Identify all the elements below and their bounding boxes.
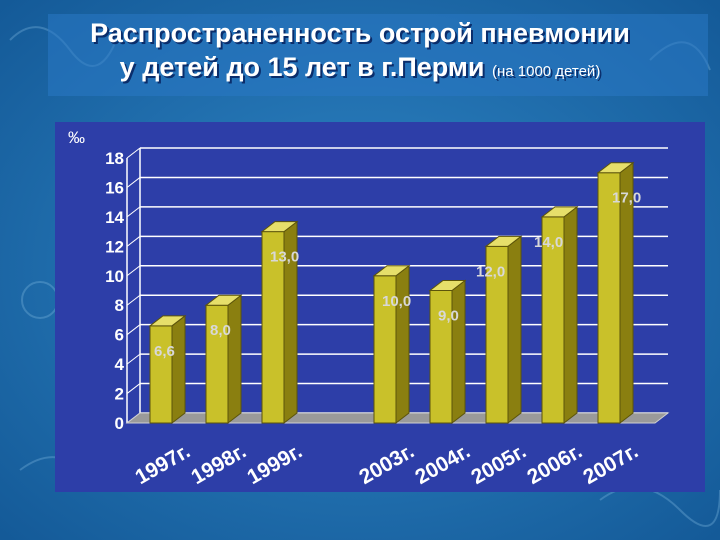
bar-front: [597, 172, 621, 424]
bar: [372, 264, 411, 425]
y-tick-labels: 0 2 4 6 8 10 12 14 16 18: [105, 149, 124, 433]
bar: [260, 220, 299, 425]
grid-line-depth: [126, 177, 141, 188]
bar-top: [204, 294, 243, 306]
bar: [596, 161, 635, 425]
slide-title: Распространенность острой пневмонии у де…: [0, 16, 720, 89]
grid-line-depth: [126, 265, 141, 277]
bar-side: [227, 294, 242, 425]
y-tick-label: 18: [105, 149, 124, 168]
grid-line-depth: [126, 235, 141, 247]
title-unit-note: (на 1000 детей): [491, 63, 601, 80]
bar-side: [395, 264, 410, 425]
bar-top: [484, 235, 523, 247]
grid-line-depth: [126, 383, 141, 394]
y-tick-label: 4: [115, 355, 125, 374]
bar: [540, 205, 579, 425]
y-tick-label: 14: [105, 208, 124, 227]
bars: [148, 161, 635, 425]
title-line2-main: у детей до 15 лет в г.Перми: [119, 52, 485, 82]
y-tick-label: 12: [105, 237, 124, 256]
y-tick-label: 10: [105, 267, 124, 286]
grid-line-depth: [126, 206, 141, 218]
data-label: 17,0: [612, 190, 641, 207]
bar: [204, 294, 243, 425]
y-tick-label: 8: [115, 296, 124, 315]
bar-top: [428, 280, 467, 291]
data-label: 9,0: [438, 308, 459, 325]
grid-line-depth: [126, 294, 141, 306]
title-line2: у детей до 15 лет в г.Перми (на 1000 дет…: [0, 50, 720, 89]
title-line1: Распространенность острой пневмонии: [90, 18, 630, 48]
data-label: 13,0: [270, 249, 299, 266]
bar-side: [171, 314, 186, 425]
y-tick-label: 2: [115, 385, 124, 404]
data-label: 6,6: [154, 343, 175, 360]
bar: [428, 279, 467, 425]
data-labels: 6,6 8,0 13,0 10,0 9,0 12,0 14,0 17,0: [154, 190, 641, 360]
data-label: 14,0: [534, 234, 563, 251]
bar-top: [148, 315, 187, 327]
data-label: 8,0: [210, 322, 231, 339]
bar-side: [563, 205, 578, 425]
bar-side: [451, 279, 466, 425]
y-tick-label: 6: [115, 326, 124, 345]
data-label: 12,0: [476, 263, 505, 280]
bar: [484, 235, 523, 425]
y-tick-label: 16: [105, 178, 124, 197]
bar-top: [596, 162, 635, 174]
grid-line-depth: [126, 324, 141, 336]
bar-side: [507, 235, 522, 425]
y-axis-label: ‰: [68, 128, 85, 147]
grid-line-depth: [126, 353, 141, 365]
bar-top: [260, 221, 299, 233]
y-tick-label: 0: [115, 414, 124, 433]
data-label: 10,0: [382, 293, 411, 310]
bar: [148, 314, 187, 425]
grid-line-depth: [126, 147, 141, 159]
bar-front: [149, 325, 173, 424]
bar-top: [372, 265, 411, 277]
bar-top: [540, 206, 579, 218]
